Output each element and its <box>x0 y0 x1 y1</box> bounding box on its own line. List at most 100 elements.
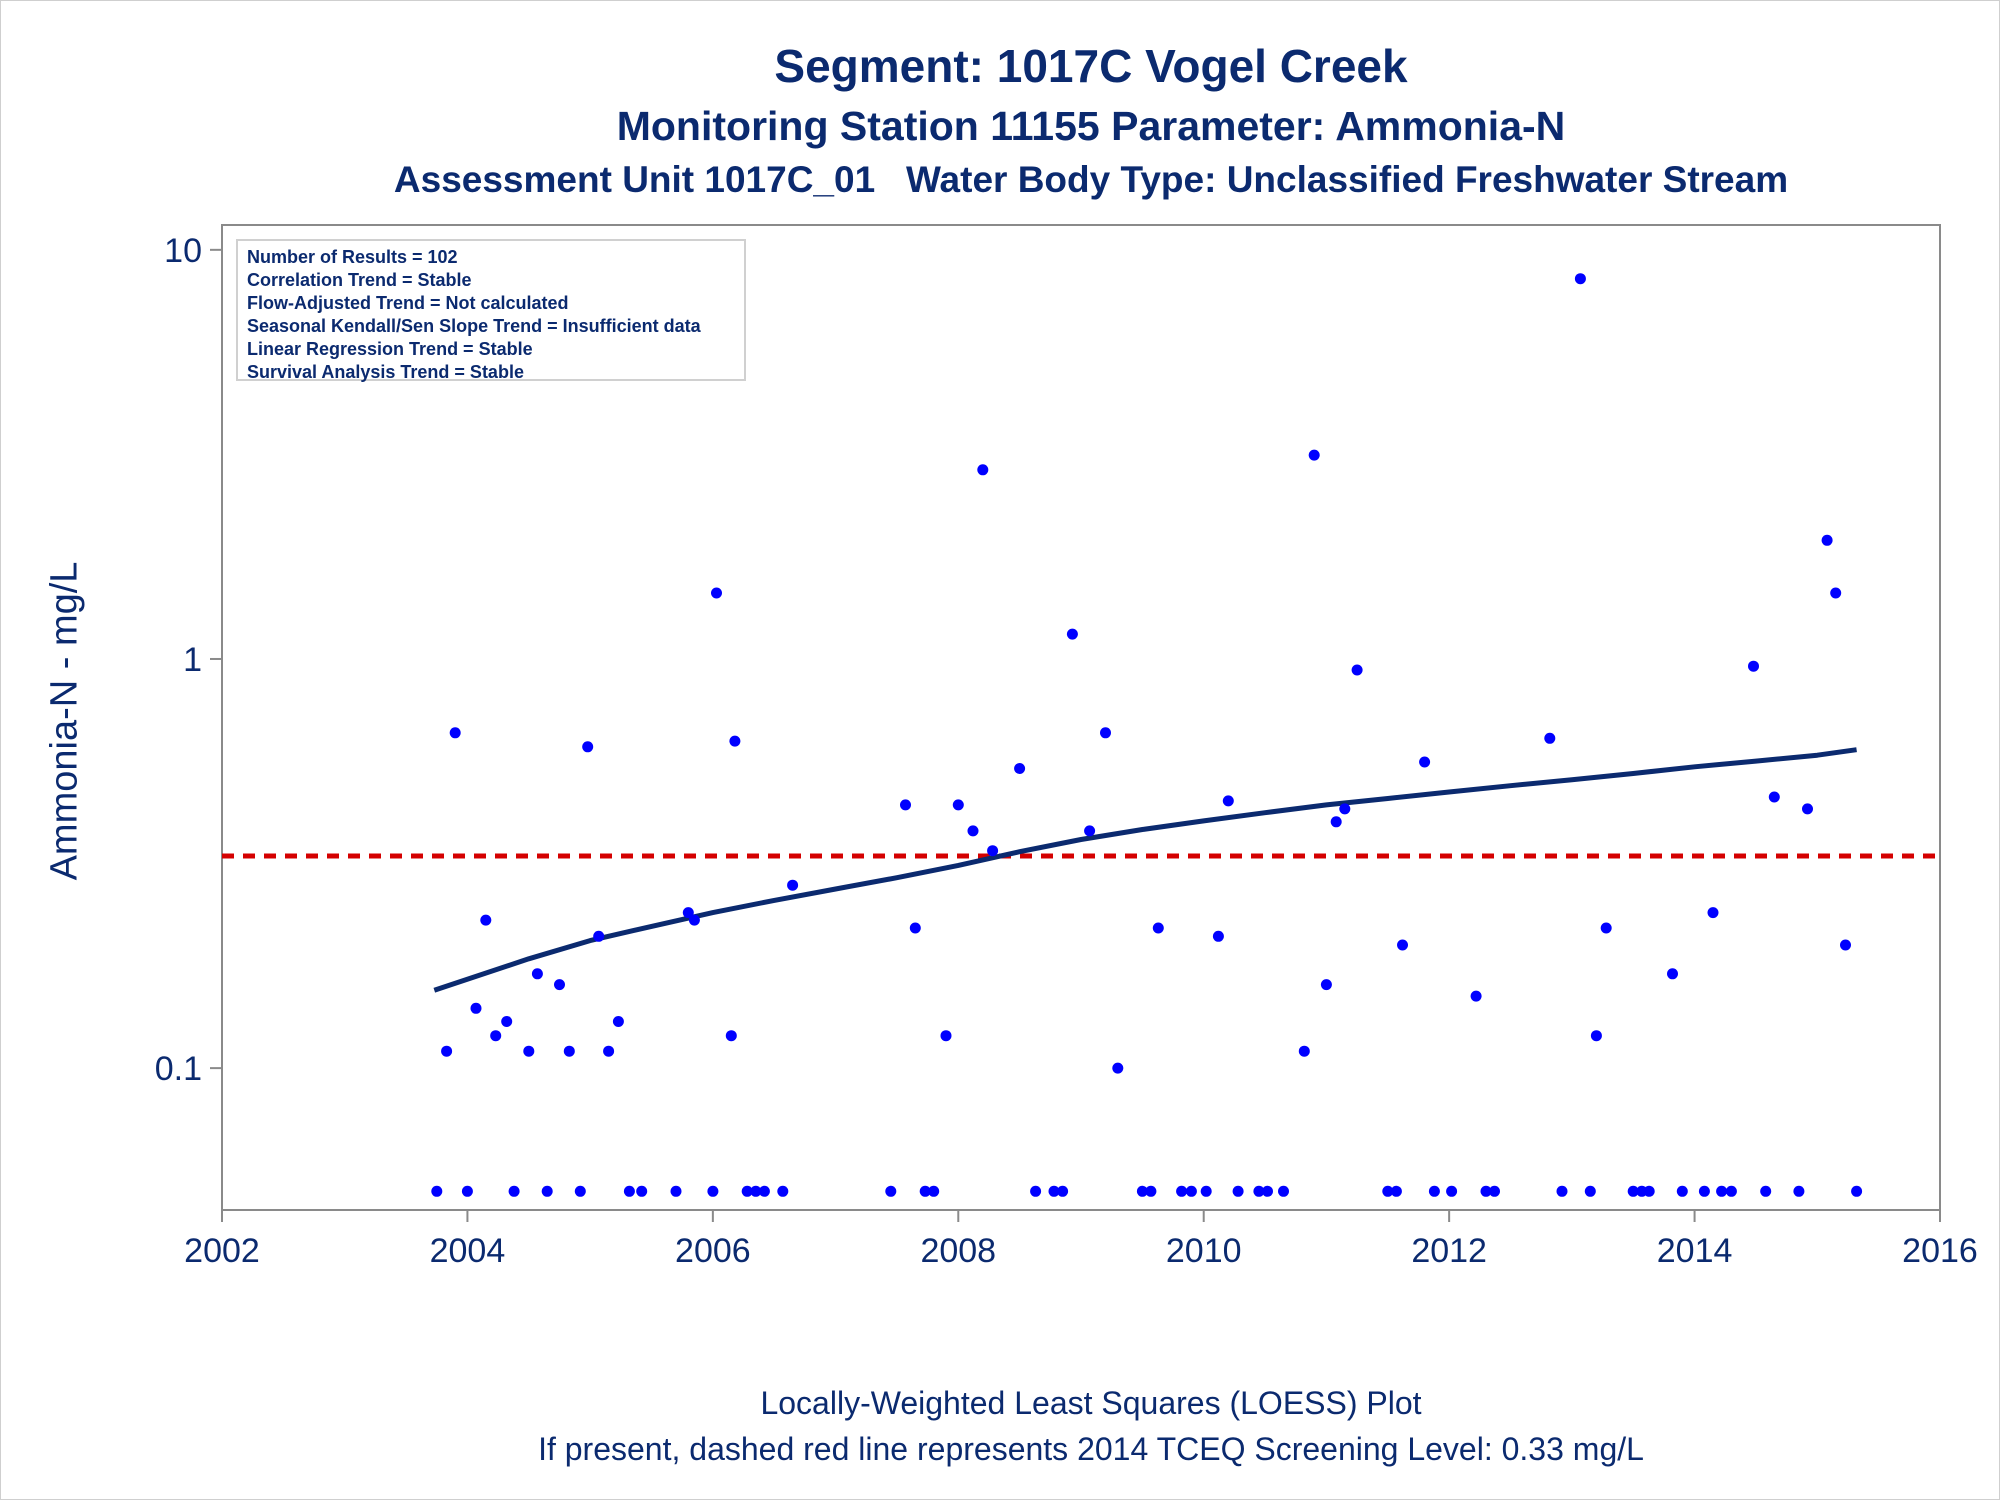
legend-line: Linear Regression Trend = Stable <box>247 339 533 359</box>
data-point <box>490 1030 502 1042</box>
x-tick-label: 2006 <box>675 1232 751 1270</box>
legend-line: Flow-Adjusted Trend = Not calculated <box>247 293 569 313</box>
legend-line: Survival Analysis Trend = Stable <box>247 362 524 382</box>
plot-frame <box>221 224 1941 1211</box>
data-point <box>1185 1185 1197 1197</box>
data-point <box>1419 756 1431 768</box>
data-point <box>1212 930 1224 942</box>
data-point <box>501 1016 513 1027</box>
footnote-loess: Locally-Weighted Least Squares (LOESS) P… <box>760 1385 1422 1421</box>
data-point <box>1446 1185 1458 1197</box>
legend-line: Number of Results = 102 <box>247 247 458 267</box>
data-point <box>707 1185 719 1197</box>
data-point <box>1590 1030 1602 1042</box>
data-point <box>1320 979 1332 991</box>
data-point <box>940 1030 952 1042</box>
data-point <box>750 1185 762 1197</box>
data-point <box>1840 939 1851 951</box>
data-point <box>1084 825 1096 837</box>
data-point <box>1428 1185 1440 1197</box>
data-point <box>1145 1185 1157 1197</box>
data-point <box>1830 587 1842 599</box>
y-tick-label: 1 <box>183 641 202 679</box>
data-point <box>670 1185 682 1197</box>
data-point <box>1851 1185 1863 1197</box>
x-tick-label: 2012 <box>1411 1232 1487 1270</box>
data-point <box>1643 1185 1655 1197</box>
data-point <box>441 1045 453 1057</box>
data-point <box>541 1185 553 1197</box>
data-point <box>1793 1185 1805 1197</box>
data-point <box>1707 907 1719 919</box>
data-point <box>1802 803 1813 815</box>
data-point <box>741 1185 753 1197</box>
data-point <box>1716 1185 1728 1197</box>
data-point <box>1278 1185 1289 1197</box>
x-tick-label: 2008 <box>920 1232 996 1270</box>
data-point <box>480 914 492 926</box>
data-point <box>1470 990 1482 1002</box>
data-point <box>977 464 989 476</box>
data-point <box>1748 660 1759 672</box>
data-point <box>623 1185 635 1197</box>
data-point <box>1298 1045 1310 1057</box>
data-point <box>1397 939 1408 951</box>
data-point <box>563 1045 575 1057</box>
data-point <box>777 1185 789 1197</box>
data-point <box>431 1185 443 1197</box>
data-point <box>508 1185 520 1197</box>
data-point <box>1382 1185 1394 1197</box>
data-point <box>1600 922 1612 934</box>
data-point <box>582 741 594 753</box>
data-point <box>1627 1185 1639 1197</box>
data-point <box>919 1185 931 1197</box>
data-point <box>787 879 799 891</box>
data-point <box>1390 1185 1402 1197</box>
x-tick-label: 2004 <box>430 1232 506 1270</box>
data-point <box>952 799 964 811</box>
data-point <box>1057 1185 1069 1197</box>
data-point <box>1556 1185 1568 1197</box>
data-point <box>1821 534 1833 546</box>
x-tick-label: 2010 <box>1166 1232 1242 1270</box>
data-point <box>885 1185 897 1197</box>
data-point <box>1176 1185 1188 1197</box>
data-point <box>1584 1185 1596 1197</box>
data-point <box>1351 664 1363 676</box>
data-point <box>1768 791 1780 803</box>
data-point <box>574 1185 586 1197</box>
data-point <box>1030 1185 1042 1197</box>
data-point <box>1544 732 1556 744</box>
data-point <box>1100 727 1111 739</box>
data-point <box>1339 803 1351 815</box>
data-point <box>593 930 605 942</box>
data-point <box>531 968 543 980</box>
data-point <box>1048 1185 1060 1197</box>
legend-line: Correlation Trend = Stable <box>247 270 472 290</box>
data-point <box>900 799 911 811</box>
chart-title: Segment: 1017C Vogel Creek <box>774 40 1408 92</box>
data-point <box>554 979 565 991</box>
x-tick-label: 2014 <box>1657 1232 1733 1270</box>
data-point <box>1676 1185 1688 1197</box>
data-point <box>636 1185 648 1197</box>
data-point <box>1253 1185 1265 1197</box>
data-point <box>1480 1185 1492 1197</box>
x-tick-label: 2002 <box>184 1232 260 1270</box>
footnote-screening: If present, dashed red line represents 2… <box>538 1431 1644 1467</box>
data-point <box>1574 273 1586 285</box>
data-point <box>449 727 461 739</box>
data-point <box>461 1185 473 1197</box>
data-point <box>758 1185 770 1197</box>
data-point <box>1152 922 1164 934</box>
data-point <box>725 1030 737 1042</box>
data-point <box>1698 1185 1710 1197</box>
y-axis-label: Ammonia-N - mg/L <box>43 561 86 881</box>
data-point <box>688 914 700 926</box>
data-point <box>928 1185 940 1197</box>
data-point <box>1232 1185 1244 1197</box>
data-point <box>1112 1062 1124 1074</box>
data-point <box>1760 1185 1772 1197</box>
